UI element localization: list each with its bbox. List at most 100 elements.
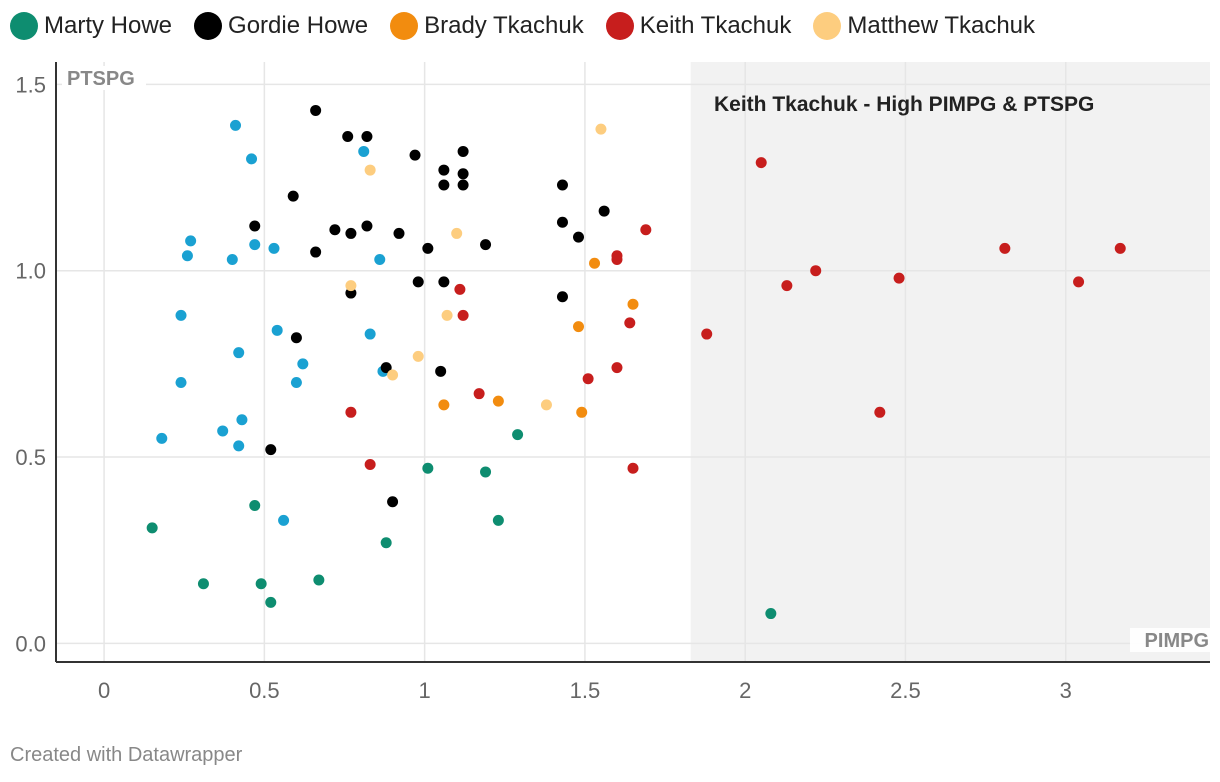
data-point <box>380 362 392 374</box>
data-point <box>217 425 229 437</box>
data-point <box>255 578 267 590</box>
legend-swatch-matthew-tkachuk <box>813 12 842 40</box>
data-point <box>393 227 405 239</box>
data-point <box>556 179 568 191</box>
data-point <box>576 406 588 418</box>
legend-label: Brady Tkachuk <box>424 12 584 39</box>
data-point <box>313 574 325 586</box>
y-axis-title: PTSPG <box>67 68 135 90</box>
data-point <box>1114 242 1126 254</box>
data-point <box>412 276 424 288</box>
data-point <box>512 429 524 441</box>
data-point <box>627 462 639 474</box>
data-point <box>473 388 485 400</box>
data-point <box>438 276 450 288</box>
data-point <box>457 179 469 191</box>
data-point <box>624 317 636 329</box>
data-point <box>438 164 450 176</box>
data-point <box>297 358 309 370</box>
data-point <box>893 272 905 284</box>
y-tick-label: 1.5 <box>15 72 46 97</box>
data-point <box>364 458 376 470</box>
y-tick-label: 1.0 <box>15 259 46 284</box>
x-tick-label: 0.5 <box>249 678 280 703</box>
scatter-chart: 0 0.5 1 1.5 2 2.5 3 0.0 0.5 1.0 1.5 Keith Tkachuk -… <box>15 62 1210 703</box>
data-point <box>781 280 793 292</box>
data-point <box>457 145 469 157</box>
x-tick-label: 2 <box>739 678 751 703</box>
data-point <box>290 376 302 388</box>
data-point <box>438 399 450 411</box>
data-point <box>185 235 197 247</box>
data-point <box>265 444 277 456</box>
data-point <box>701 328 713 340</box>
data-point <box>387 496 399 508</box>
legend-swatch-gordie-howe <box>194 12 223 40</box>
data-point <box>387 369 399 381</box>
legend-label: Matthew Tkachuk <box>847 12 1036 39</box>
data-point <box>556 216 568 228</box>
legend-item-marty-howe: Marty Howe <box>10 12 172 40</box>
data-point <box>540 399 552 411</box>
data-point <box>287 190 299 202</box>
data-point <box>329 224 341 236</box>
data-point <box>310 104 322 116</box>
legend-label: Marty Howe <box>44 12 173 39</box>
x-axis-title-background <box>1130 628 1210 652</box>
footer-credit: Created with Datawrapper <box>10 744 243 766</box>
data-point <box>409 149 421 161</box>
legend-item-keith-tkachuk: Keith Tkachuk <box>605 12 792 40</box>
data-point <box>441 309 453 321</box>
data-point <box>358 145 370 157</box>
legend-item-gordie-howe: Gordie Howe <box>194 12 368 40</box>
data-point <box>233 347 245 359</box>
data-point <box>582 373 594 385</box>
data-point <box>271 324 283 336</box>
data-point <box>451 227 463 239</box>
data-point <box>236 414 248 426</box>
data-point <box>342 131 354 143</box>
data-point <box>146 522 158 534</box>
data-point <box>480 466 492 478</box>
data-point <box>268 242 280 254</box>
data-point <box>412 350 424 362</box>
data-point <box>595 123 607 135</box>
data-point <box>589 257 601 269</box>
data-point <box>290 332 302 344</box>
data-point <box>874 406 886 418</box>
y-tick-label: 0.0 <box>15 631 46 656</box>
data-point <box>573 231 585 243</box>
x-tick-label: 3 <box>1060 678 1072 703</box>
data-point <box>345 406 357 418</box>
legend-swatch-marty-howe <box>10 12 38 40</box>
x-axis-title: PIMPG <box>1145 630 1209 652</box>
data-point <box>233 440 245 452</box>
data-point <box>765 608 777 620</box>
legend: Marty Howe Gordie Howe Brady Tkachuk Kei… <box>10 8 1057 44</box>
data-point <box>611 362 623 374</box>
data-point <box>197 578 209 590</box>
highlight-region <box>690 62 1210 662</box>
data-point <box>422 242 434 254</box>
data-point <box>246 153 258 165</box>
data-point <box>999 242 1011 254</box>
data-point <box>278 514 290 526</box>
data-point <box>611 254 623 266</box>
x-tick-label: 2.5 <box>890 678 921 703</box>
data-point <box>457 309 469 321</box>
legend-label: Keith Tkachuk <box>639 12 792 39</box>
data-point <box>175 376 187 388</box>
data-point <box>598 205 610 217</box>
data-point <box>345 227 357 239</box>
data-point <box>265 596 277 608</box>
x-tick-label: 1 <box>419 678 431 703</box>
x-tick-label: 0 <box>98 678 110 703</box>
x-tick-label: 1.5 <box>570 678 601 703</box>
data-point <box>364 164 376 176</box>
data-point <box>755 157 767 169</box>
data-point <box>374 254 386 266</box>
data-point <box>249 499 261 511</box>
data-point <box>492 514 504 526</box>
data-point <box>457 168 469 180</box>
legend-label: Gordie Howe <box>228 12 369 39</box>
